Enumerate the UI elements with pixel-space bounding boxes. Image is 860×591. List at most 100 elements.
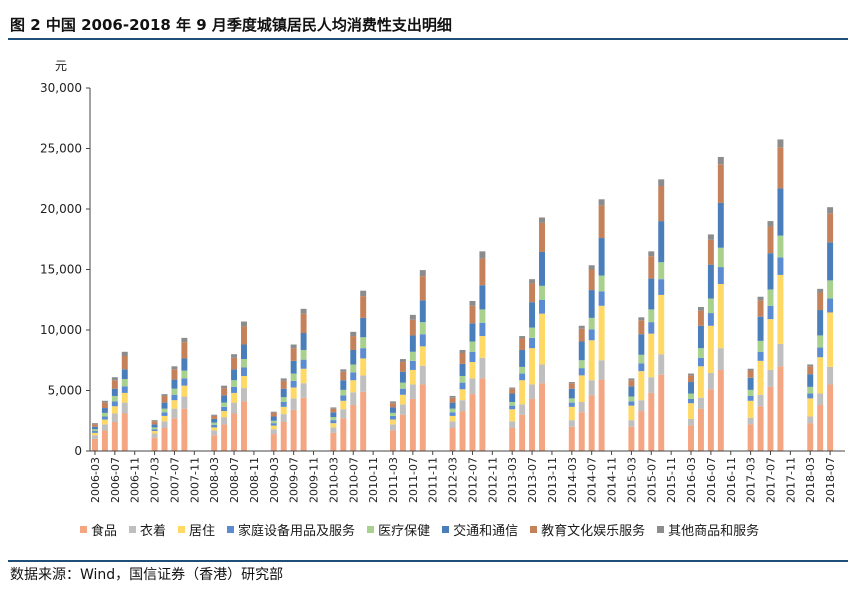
- bar-segment: [340, 389, 347, 396]
- bar-segment: [688, 382, 694, 394]
- x-tick-label: 2011-03: [387, 457, 400, 503]
- bar-segment: [658, 354, 665, 375]
- bar-segment: [231, 392, 238, 403]
- y-tick-label: 15,000: [40, 263, 82, 277]
- bar-segment: [231, 357, 238, 370]
- bar-segment: [300, 397, 307, 451]
- x-axis: 2006-03 2006-07 2006-11 2007-03 2007-07 2007-…: [89, 450, 845, 503]
- x-tick-label: 2017-03: [745, 457, 758, 503]
- x-tick-label: 2018-07: [824, 457, 837, 503]
- bar-segment: [161, 408, 168, 413]
- bar-segment: [688, 375, 694, 383]
- x-tick-label: 2011-07: [407, 457, 420, 503]
- bar-segment: [767, 289, 774, 306]
- bar-segment: [598, 275, 605, 292]
- bar-segment: [151, 429, 158, 432]
- bar-segment: [300, 383, 307, 398]
- bar-segment: [658, 262, 665, 280]
- y-tick-label: 10,000: [40, 323, 82, 337]
- bar-segment: [757, 296, 764, 301]
- x-tick-label: 2006-07: [109, 457, 122, 503]
- bar-segment: [747, 400, 754, 418]
- bar-segment: [697, 348, 704, 358]
- bar-segment: [717, 369, 724, 451]
- bar-segment: [757, 300, 764, 317]
- bar-segment: [807, 393, 814, 399]
- bar-segment: [121, 386, 128, 393]
- bar-segment: [300, 313, 307, 334]
- bar-segment: [390, 412, 396, 416]
- bar-segment: [658, 294, 665, 355]
- bar-segment: [101, 430, 108, 451]
- legend-item: 食品: [80, 520, 117, 539]
- bar-segment: [469, 300, 476, 306]
- bar-segment: [588, 329, 595, 341]
- bar-segment: [290, 409, 297, 451]
- bar-segment: [290, 348, 297, 361]
- x-tick-label: 2014-03: [566, 457, 579, 503]
- bar-segment: [767, 226, 774, 254]
- bar-segment: [360, 375, 367, 392]
- bar-segment: [390, 419, 396, 425]
- bar-segment: [409, 351, 416, 361]
- bar-segment: [181, 385, 188, 397]
- bar-segment: [101, 402, 108, 409]
- bar-segment: [290, 360, 297, 374]
- bar-segment: [529, 327, 536, 338]
- bar-segment: [91, 438, 98, 451]
- bar-segment: [121, 369, 128, 379]
- bar-segment: [539, 299, 545, 314]
- bar-segment: [211, 430, 218, 436]
- title-divider: [8, 38, 848, 40]
- bar-segment: [91, 432, 98, 436]
- bar-segment: [539, 251, 545, 286]
- bar-segment: [270, 425, 277, 430]
- bar-segment: [598, 379, 605, 451]
- bar-segment: [697, 408, 704, 451]
- bar-segment: [211, 424, 218, 428]
- bar-segment: [121, 379, 128, 387]
- bar-segment: [111, 401, 118, 407]
- bar-segment: [479, 336, 486, 358]
- bar-segment: [777, 147, 784, 189]
- bar-segment: [111, 388, 118, 396]
- bar-segment: [290, 398, 297, 410]
- bar-segment: [330, 420, 337, 424]
- bar-segment: [151, 431, 158, 434]
- bar-segment: [270, 434, 277, 451]
- bar-segment: [697, 357, 704, 367]
- bar-segment: [449, 415, 456, 422]
- bar-segment: [717, 164, 724, 203]
- bar-segment: [747, 368, 754, 371]
- bar-segment: [707, 313, 714, 326]
- bar-segment: [469, 341, 476, 352]
- bar-segment: [578, 412, 585, 451]
- bar-segment: [747, 389, 754, 396]
- bar-segment: [688, 398, 694, 404]
- bar-segment: [578, 325, 585, 329]
- bar-segment: [707, 372, 714, 390]
- bar-segment: [807, 398, 814, 417]
- bar-segment: [221, 402, 228, 407]
- bar-segment: [568, 383, 575, 389]
- bar-segment: [568, 426, 575, 451]
- bar-segment: [767, 319, 774, 370]
- bar-segment: [588, 265, 595, 270]
- bar-segment: [529, 398, 536, 451]
- x-tick-label: 2016-03: [685, 457, 698, 503]
- bar-segment: [747, 370, 754, 378]
- bar-segment: [757, 360, 764, 395]
- bar-segment: [529, 283, 536, 303]
- bar-segment: [91, 426, 98, 430]
- y-tick-label: 30,000: [40, 81, 82, 95]
- bar-segment: [479, 251, 486, 259]
- bar-segment: [509, 409, 516, 422]
- bar-segment: [469, 394, 476, 451]
- bar-segment: [211, 427, 218, 431]
- footer-divider: [8, 560, 848, 562]
- bar-segment: [658, 374, 665, 451]
- bar-segment: [459, 411, 466, 451]
- bar-segment: [161, 402, 168, 409]
- y-tick-label: 0: [74, 444, 82, 458]
- bar-segment: [747, 417, 754, 425]
